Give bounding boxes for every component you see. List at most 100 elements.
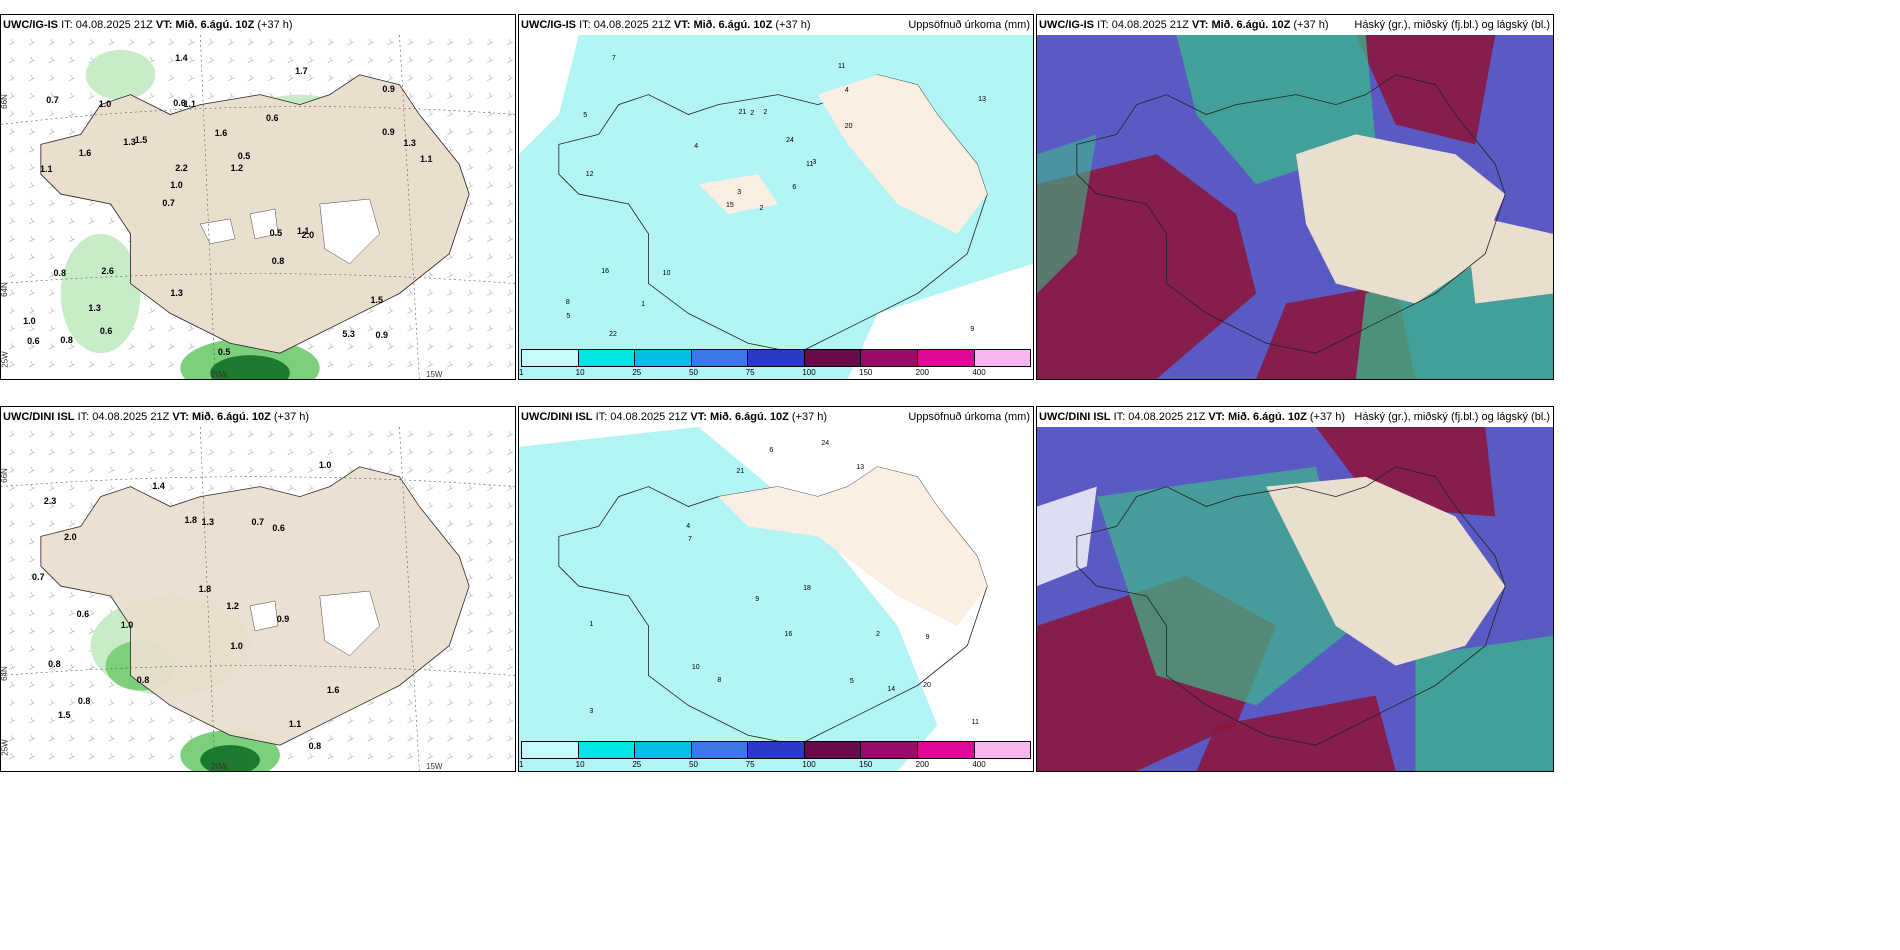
wind-barb bbox=[227, 448, 235, 456]
wind-map[interactable] bbox=[1, 427, 515, 771]
precip-value: 9 bbox=[925, 633, 930, 641]
wind-map[interactable] bbox=[1, 35, 515, 379]
wind-barb bbox=[8, 645, 16, 652]
wind-barb bbox=[427, 74, 434, 82]
wind-barb bbox=[367, 430, 374, 438]
wind-barb bbox=[407, 752, 414, 760]
it-label: IT: bbox=[1097, 19, 1109, 31]
wind-barb bbox=[28, 591, 36, 599]
precip-value: 6 bbox=[769, 446, 774, 454]
precip-value: 8 bbox=[565, 299, 570, 307]
wind-gust-value: 1.6 bbox=[326, 684, 340, 695]
precip-map[interactable] bbox=[519, 35, 1033, 379]
wind-barb bbox=[28, 164, 36, 171]
lead-time: (+37 h) bbox=[1309, 411, 1346, 423]
wind-gust-value: 0.7 bbox=[251, 517, 264, 528]
wind-barb bbox=[467, 289, 474, 296]
lat-label-66n: 66N bbox=[0, 468, 9, 483]
legend-swatch bbox=[748, 742, 805, 758]
wind-barb bbox=[8, 289, 16, 296]
init-time: 04.08.2025 21Z bbox=[1111, 19, 1189, 31]
wind-barb bbox=[506, 343, 514, 350]
wind-gust-value: 1.2 bbox=[226, 600, 239, 611]
wind-barb bbox=[486, 271, 494, 278]
wind-barb bbox=[407, 430, 414, 438]
wind-gust-value: 2.0 bbox=[301, 229, 315, 240]
wind-barb bbox=[8, 663, 16, 670]
wind-barb bbox=[28, 182, 36, 189]
wind-barb bbox=[148, 484, 155, 491]
wind-barb bbox=[486, 343, 494, 350]
wind-barb bbox=[148, 752, 155, 760]
wind-barb bbox=[427, 110, 434, 117]
wind-barb bbox=[467, 538, 474, 545]
wind-barb bbox=[447, 289, 454, 296]
wind-barb bbox=[8, 735, 16, 742]
wind-barb bbox=[128, 360, 135, 368]
wind-barb bbox=[486, 128, 494, 135]
wind-barb bbox=[447, 430, 454, 438]
wind-barb bbox=[168, 343, 175, 350]
wind-barb bbox=[28, 199, 36, 207]
wind-barb bbox=[467, 253, 474, 260]
precip-map[interactable] bbox=[519, 427, 1033, 771]
wind-gust-value: 0.6 bbox=[272, 523, 285, 534]
wind-barb bbox=[347, 717, 354, 724]
wind-barb bbox=[188, 38, 195, 46]
wind-barb bbox=[208, 74, 215, 82]
wind-barb bbox=[48, 128, 55, 135]
wind-barb bbox=[387, 38, 394, 46]
wind-barb bbox=[68, 235, 75, 243]
wind-barb bbox=[287, 430, 294, 438]
wind-barb bbox=[486, 591, 494, 599]
cloud-map[interactable] bbox=[1037, 427, 1553, 771]
wind-barb bbox=[68, 627, 75, 635]
wind-barb bbox=[387, 325, 394, 332]
wind-barb bbox=[447, 466, 454, 474]
wind-barb bbox=[28, 556, 36, 563]
wind-barb bbox=[486, 56, 494, 64]
wind-barb bbox=[327, 735, 334, 742]
wind-barb bbox=[407, 38, 414, 46]
wind-barb bbox=[168, 717, 175, 724]
wind-barb bbox=[8, 128, 16, 135]
wind-barb bbox=[28, 325, 36, 332]
precip-value: 9 bbox=[755, 596, 760, 604]
wind-barb bbox=[467, 752, 474, 760]
precip-value: 24 bbox=[786, 137, 794, 145]
legend-tick: 10 bbox=[575, 368, 585, 377]
wind-barb bbox=[48, 110, 55, 117]
wind-barb bbox=[506, 538, 514, 545]
wind-barb bbox=[486, 502, 494, 509]
wind-barb bbox=[48, 502, 55, 509]
wind-barb bbox=[8, 253, 16, 260]
wind-barb bbox=[227, 466, 235, 474]
wind-barb bbox=[347, 752, 354, 760]
wind-barb bbox=[68, 343, 75, 350]
wind-barb bbox=[8, 591, 16, 599]
wind-barb bbox=[506, 360, 514, 368]
legend-tick: 1 bbox=[519, 368, 524, 377]
wind-barb bbox=[168, 735, 175, 742]
wind-barb bbox=[168, 56, 175, 64]
wind-barb bbox=[467, 307, 474, 314]
wind-barb bbox=[467, 199, 474, 207]
wind-barb bbox=[68, 752, 75, 760]
wind-gust-value: 1.6 bbox=[78, 148, 92, 159]
cloud-map[interactable] bbox=[1037, 35, 1553, 379]
wind-barb bbox=[148, 325, 155, 332]
wind-barb bbox=[148, 360, 155, 368]
wind-barb bbox=[28, 538, 36, 545]
wind-barb bbox=[387, 717, 394, 724]
wind-barb bbox=[327, 360, 334, 368]
wind-barb bbox=[447, 343, 454, 350]
wind-barb bbox=[447, 717, 454, 724]
wind-barb bbox=[267, 74, 275, 82]
wind-barb bbox=[68, 484, 75, 491]
legend-ticks: 1 10 25 50 75 100 150 200 400 bbox=[519, 759, 1031, 771]
wind-barb bbox=[48, 627, 55, 635]
wind-barb bbox=[247, 38, 255, 46]
wind-gust-value: 1.5 bbox=[58, 709, 71, 720]
legend-swatch bbox=[691, 742, 749, 758]
wind-gust-value: 0.9 bbox=[382, 126, 395, 137]
